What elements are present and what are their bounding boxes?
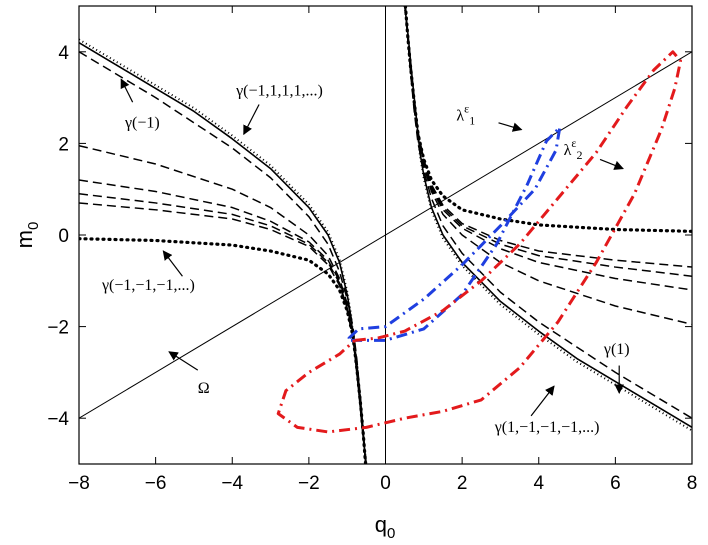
annotation-label-5: Ω (198, 380, 210, 397)
annotation-arrow-7 (530, 385, 555, 417)
annotation-label-0: γ(−1,1,1,1,...) (235, 82, 323, 99)
series-line-4 (79, 38, 368, 464)
x-tick-label: −4 (221, 473, 243, 494)
y-axis-label: m0 (12, 222, 42, 249)
annotation-label-1: γ(−1) (124, 114, 160, 131)
tick-layer: −8 −6 −4 −2 0 2 4 6 8 −4 −2 0 2 4 (47, 6, 697, 494)
annotation-arrow-0 (243, 104, 260, 136)
x-tick-label: 8 (687, 473, 698, 494)
x-tick-label: 4 (533, 473, 544, 494)
x-tick-label: 6 (610, 473, 621, 494)
annotation-arrow-2 (498, 122, 523, 132)
annotation-label-4: γ(−1,−1,−1,...) (101, 277, 195, 294)
annotation-label-6: γ(1) (603, 341, 630, 358)
x-axis-label: q0 (375, 512, 396, 542)
x-tick-label: −6 (145, 473, 167, 494)
annotation-layer: γ(−1,1,1,1,...) γ(−1) λε1 λε2 γ(−1,−1,−1,...… (101, 78, 630, 436)
y-tick-label: 2 (58, 134, 69, 155)
y-tick-label: −2 (47, 318, 69, 339)
annotation-arrow-5 (168, 351, 199, 371)
y-tick-label: −4 (47, 409, 69, 430)
series-layer (79, 6, 692, 464)
x-tick-label: −2 (298, 473, 320, 494)
y-tick-label: 4 (58, 43, 69, 64)
series-line-16 (79, 237, 368, 464)
annotation-arrow-3 (599, 158, 624, 170)
annotation-label-3: λε2 (564, 136, 583, 162)
series-line-19 (276, 50, 683, 434)
annotation-label-2: λε1 (456, 102, 475, 128)
x-tick-label: 0 (380, 473, 391, 494)
annotation-arrow-4 (162, 250, 183, 277)
x-tick-label: 2 (457, 473, 468, 494)
series-line-17 (403, 6, 692, 233)
y-tick-label: 0 (58, 226, 69, 247)
x-tick-label: −8 (68, 473, 90, 494)
annotation-label-7: γ(1,−1,−1,−1,...) (494, 419, 600, 436)
annotation-arrow-1 (120, 78, 134, 103)
